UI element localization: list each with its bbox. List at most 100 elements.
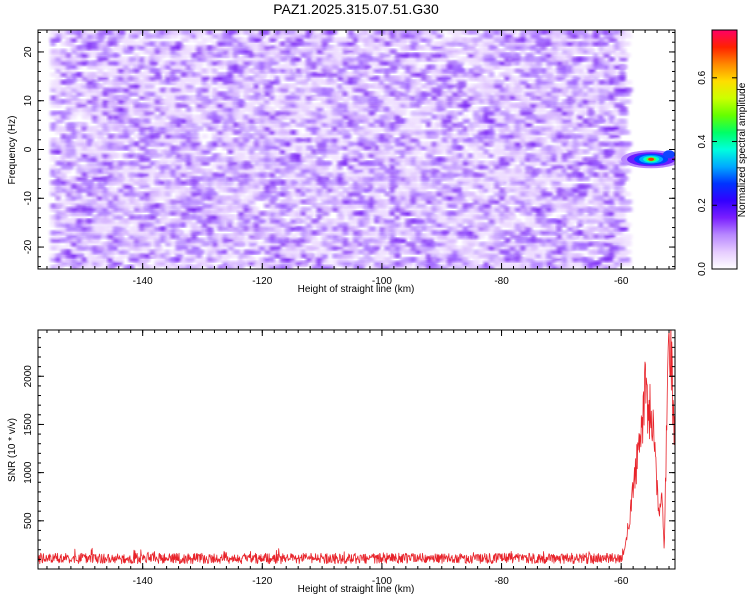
heatmap-cell bbox=[76, 49, 83, 54]
heatmap-cell bbox=[86, 76, 95, 81]
heatmap-cell bbox=[65, 91, 79, 97]
heatmap-cell bbox=[232, 87, 244, 93]
heatmap-cell bbox=[321, 211, 330, 216]
heatmap-cell bbox=[128, 68, 136, 73]
heatmap-cell bbox=[483, 180, 494, 185]
heatmap-cell bbox=[190, 234, 198, 239]
heatmap-cell bbox=[457, 111, 464, 116]
heatmap-cell bbox=[566, 191, 576, 197]
heatmap-cell bbox=[321, 203, 331, 208]
heatmap-cell bbox=[123, 245, 131, 251]
heatmap-cell bbox=[316, 211, 323, 216]
heatmap-cell bbox=[138, 199, 145, 204]
heatmap-cell bbox=[258, 33, 265, 39]
heatmap-cell bbox=[107, 215, 114, 220]
heatmap-cell bbox=[185, 60, 200, 66]
heatmap-cell bbox=[55, 245, 70, 251]
heatmap-cell bbox=[295, 137, 307, 143]
heatmap-cell bbox=[446, 45, 455, 50]
heatmap-cell bbox=[311, 84, 321, 89]
heatmap-cell bbox=[535, 176, 542, 181]
heatmap-cell bbox=[457, 222, 464, 228]
heatmap-cell bbox=[123, 207, 131, 212]
heatmap-cell bbox=[96, 180, 103, 185]
heatmap-cell bbox=[363, 145, 373, 150]
heatmap-cell bbox=[123, 134, 131, 139]
heatmap-cell bbox=[274, 215, 283, 220]
heatmap-cell bbox=[352, 149, 361, 154]
heatmap-cell bbox=[363, 176, 370, 181]
heatmap-cell bbox=[488, 153, 495, 158]
heatmap-cell bbox=[295, 60, 309, 66]
heatmap-cell bbox=[504, 253, 517, 258]
heatmap-cell bbox=[107, 149, 117, 154]
heatmap-cell bbox=[504, 72, 513, 77]
heatmap-cell bbox=[81, 80, 88, 85]
heatmap-cell bbox=[86, 164, 98, 170]
heatmap-cell bbox=[373, 195, 382, 201]
heatmap-cell bbox=[81, 60, 88, 66]
heatmap-cell bbox=[264, 191, 274, 197]
heatmap-cell bbox=[175, 218, 188, 224]
heatmap-cell bbox=[284, 265, 294, 269]
heatmap-cell bbox=[514, 87, 524, 93]
heatmap-cell bbox=[404, 203, 416, 208]
heatmap-cell bbox=[368, 226, 377, 231]
heatmap-cell bbox=[206, 118, 213, 124]
heatmap-cell bbox=[180, 234, 192, 239]
heatmap-cell bbox=[128, 234, 136, 239]
heatmap-cell bbox=[206, 230, 214, 235]
heatmap-cell bbox=[248, 149, 255, 154]
heatmap-cell bbox=[472, 257, 482, 262]
heatmap-cell bbox=[316, 107, 324, 112]
heatmap-cell bbox=[462, 91, 469, 97]
heatmap-cell bbox=[394, 253, 401, 258]
heatmap-cell bbox=[91, 80, 100, 85]
heatmap-cell bbox=[545, 64, 553, 70]
heatmap-cell bbox=[248, 242, 258, 247]
heatmap-cell bbox=[566, 37, 575, 43]
heatmap-cell bbox=[96, 53, 105, 58]
heatmap-cell bbox=[326, 33, 334, 39]
heatmap-cell bbox=[201, 57, 208, 62]
heatmap-cell bbox=[227, 84, 239, 89]
heatmap-cell bbox=[373, 76, 380, 81]
heatmap-cell bbox=[363, 253, 371, 258]
heatmap-cell bbox=[50, 238, 63, 243]
heatmap-cell bbox=[70, 157, 77, 162]
heatmap-cell bbox=[196, 184, 207, 189]
heatmap-cell bbox=[65, 126, 77, 131]
heatmap-cell bbox=[123, 64, 130, 70]
heatmap-cell bbox=[566, 218, 578, 224]
heatmap-cell bbox=[206, 188, 216, 193]
heatmap-cell bbox=[410, 60, 420, 66]
heatmap-cell bbox=[112, 199, 120, 204]
heatmap-cell bbox=[331, 203, 338, 208]
heatmap-cell bbox=[514, 168, 524, 174]
heatmap-cell bbox=[96, 37, 105, 43]
heatmap-cell bbox=[143, 249, 151, 255]
heatmap-cell bbox=[425, 84, 435, 89]
heatmap-cell bbox=[269, 95, 276, 100]
heatmap-cell bbox=[420, 114, 428, 120]
heatmap-cell bbox=[185, 118, 192, 124]
heatmap-cell bbox=[196, 153, 207, 158]
heatmap-cell bbox=[128, 164, 138, 170]
heatmap-cell bbox=[65, 180, 79, 185]
heatmap-cell bbox=[96, 184, 106, 189]
heatmap-cell bbox=[196, 33, 204, 39]
heatmap-cell bbox=[217, 226, 224, 231]
heatmap-cell bbox=[577, 191, 589, 197]
heatmap-cell bbox=[530, 191, 541, 197]
heatmap-cell bbox=[498, 99, 511, 104]
heatmap-cell bbox=[222, 257, 229, 262]
heatmap-cell bbox=[561, 137, 568, 143]
heatmap-cell bbox=[264, 64, 271, 70]
heatmap-cell bbox=[514, 199, 526, 204]
heatmap-cell bbox=[493, 145, 503, 150]
heatmap-cell bbox=[112, 242, 120, 247]
heatmap-cell bbox=[107, 157, 114, 162]
heatmap-cell bbox=[227, 118, 235, 124]
heatmap-cell bbox=[305, 49, 316, 54]
heatmap-cell bbox=[60, 261, 74, 266]
